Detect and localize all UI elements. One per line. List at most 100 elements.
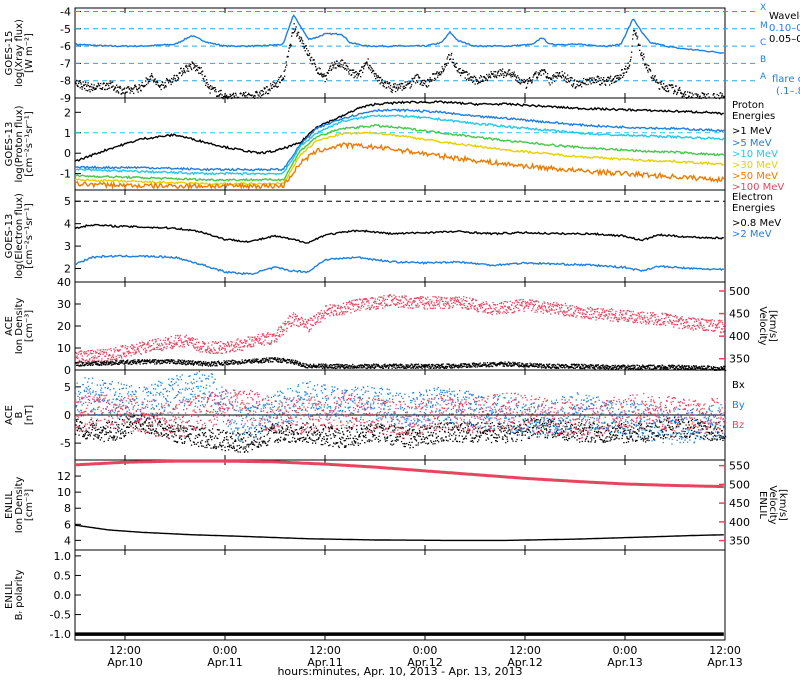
- data-point: [505, 363, 507, 365]
- data-point: [221, 94, 223, 96]
- data-point: [193, 64, 195, 66]
- data-point: [261, 343, 263, 346]
- data-point: [608, 78, 610, 80]
- data-point: [573, 313, 576, 315]
- data-point: [216, 342, 219, 344]
- data-point: [677, 368, 679, 370]
- data-point: [606, 309, 608, 311]
- data-point: [644, 317, 646, 319]
- data-point: [492, 362, 494, 364]
- data-point: [632, 365, 634, 367]
- data-point: [419, 76, 421, 79]
- data-point: [306, 364, 308, 366]
- data-point: [309, 366, 311, 368]
- data-point: [526, 363, 529, 365]
- data-point: [433, 73, 435, 75]
- data-point: [127, 346, 129, 348]
- data-point: [586, 80, 588, 82]
- data-point: [717, 320, 720, 322]
- data-point: [444, 305, 447, 307]
- data-point: [203, 78, 205, 80]
- data-point: [262, 94, 264, 96]
- data-point: [565, 314, 567, 317]
- data-point: [618, 76, 620, 79]
- data-point: [558, 313, 560, 315]
- data-point: [198, 66, 200, 68]
- data-point: [96, 429, 98, 431]
- data-point: [90, 363, 92, 365]
- data-point: [195, 349, 198, 351]
- data-point: [263, 361, 265, 363]
- data-point: [266, 86, 268, 88]
- data-point: [125, 354, 127, 357]
- data-point: [562, 365, 565, 367]
- data-point: [573, 83, 575, 85]
- data-point: [718, 322, 720, 324]
- data-point: [270, 85, 272, 87]
- data-point: [607, 76, 609, 79]
- data-point: [723, 327, 726, 329]
- data-point: [187, 344, 190, 346]
- data-point: [668, 90, 670, 92]
- data-point: [702, 318, 704, 321]
- y-tick-label-xray: -6: [60, 40, 71, 53]
- data-point: [495, 307, 497, 309]
- data-point: [126, 348, 128, 350]
- data-point: [390, 299, 393, 301]
- data-point: [461, 300, 463, 302]
- data-point: [226, 96, 228, 98]
- data-point: [409, 307, 412, 309]
- data-point: [357, 367, 360, 369]
- data-point: [278, 326, 280, 328]
- data-point: [443, 68, 445, 70]
- data-point: [326, 364, 328, 366]
- data-point: [277, 80, 279, 82]
- data-point: [291, 317, 294, 319]
- data-point: [287, 321, 289, 323]
- data-point: [98, 355, 100, 357]
- data-point: [635, 32, 637, 34]
- data-point: [251, 340, 253, 342]
- data-point: [455, 299, 457, 302]
- data-point: [460, 304, 462, 306]
- data-point: [156, 81, 158, 83]
- data-point: [673, 92, 675, 95]
- data-point: [130, 363, 132, 366]
- data-point: [384, 81, 386, 83]
- data-point: [550, 308, 553, 310]
- data-point: [457, 299, 459, 301]
- data-point: [189, 338, 192, 340]
- data-point: [88, 354, 90, 356]
- data-point: [404, 87, 406, 89]
- data-point: [171, 360, 174, 362]
- data-point: [437, 363, 439, 366]
- data-point: [321, 314, 323, 317]
- data-point: [599, 366, 601, 368]
- data-point: [114, 351, 116, 353]
- data-point: [571, 84, 573, 86]
- data-point: [274, 358, 276, 360]
- data-point: [357, 308, 359, 310]
- data-point: [180, 67, 182, 69]
- data-point: [454, 366, 456, 368]
- data-point: [376, 298, 379, 300]
- data-point: [238, 349, 241, 351]
- data-point: [221, 361, 223, 364]
- data-point: [591, 364, 593, 366]
- data-point: [358, 367, 360, 369]
- data-point: [415, 304, 417, 306]
- data-point: [698, 322, 700, 324]
- data-point: [661, 313, 664, 315]
- data-point: [440, 296, 442, 299]
- data-point: [371, 364, 373, 367]
- data-point: [346, 366, 348, 368]
- data-point: [649, 320, 651, 323]
- data-point: [247, 345, 249, 347]
- data-point: [274, 335, 277, 337]
- data-point: [499, 69, 501, 71]
- data-point: [81, 430, 83, 433]
- data-point: [602, 365, 604, 367]
- data-point: [630, 315, 633, 317]
- data-point: [108, 354, 110, 356]
- data-point: [246, 360, 248, 362]
